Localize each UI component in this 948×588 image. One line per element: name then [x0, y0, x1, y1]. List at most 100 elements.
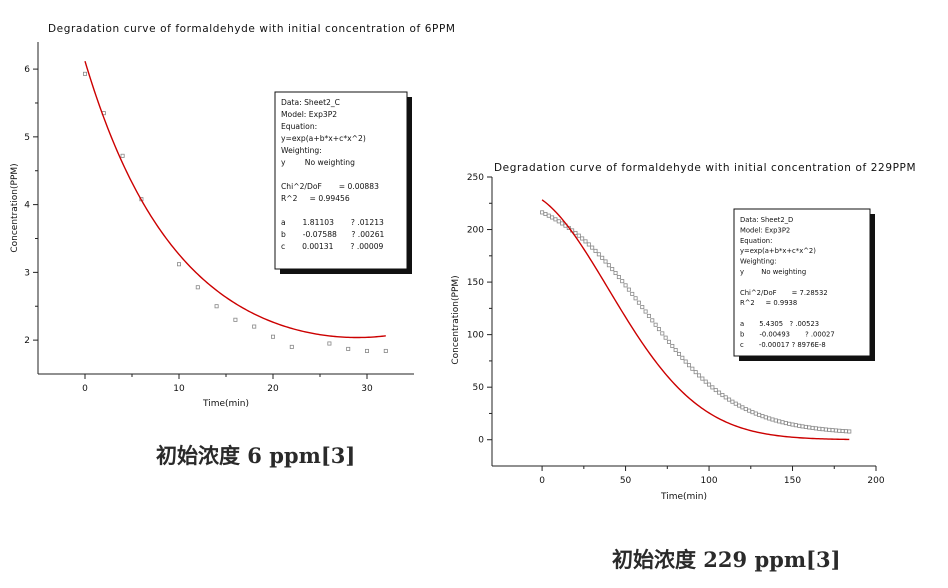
- fit-curve: [541, 199, 850, 441]
- data-point: [690, 366, 695, 371]
- data-point: [593, 248, 598, 253]
- data-point: [573, 230, 578, 235]
- data-point: [823, 427, 828, 432]
- data-point: [606, 263, 611, 268]
- stats-line: Chi^2/DoF = 7.28532: [740, 289, 828, 297]
- data-point: [576, 233, 581, 238]
- data-point: [556, 219, 561, 224]
- y-tick-label: 150: [467, 278, 484, 288]
- data-point: [586, 242, 591, 247]
- stats-line: y No weighting: [281, 158, 355, 167]
- data-point: [610, 267, 615, 272]
- stats-line: R^2 = 0.99456: [281, 194, 350, 203]
- data-point: [760, 414, 765, 419]
- x-tick-label: 0: [82, 384, 88, 394]
- data-point: [747, 408, 752, 413]
- chart-title: Degradation curve of formaldehyde with i…: [494, 162, 916, 174]
- data-point: [580, 236, 585, 241]
- data-point: [810, 425, 815, 430]
- data-point: [787, 421, 792, 426]
- stats-line: Chi^2/DoF = 0.00883: [281, 182, 379, 191]
- data-point: [270, 334, 275, 339]
- data-point: [553, 217, 558, 222]
- data-point: [676, 351, 681, 356]
- data-point: [847, 429, 852, 434]
- data-point: [83, 71, 88, 76]
- data-point: [763, 415, 768, 420]
- data-point: [713, 388, 718, 393]
- y-tick-label: 0: [478, 436, 484, 446]
- stats-line: a 1.81103 ? .01213: [281, 218, 384, 227]
- y-axis-label: Concentration(PPM): [10, 163, 20, 252]
- data-point: [643, 309, 648, 314]
- data-point: [663, 335, 668, 340]
- data-point: [560, 221, 565, 226]
- data-point: [830, 428, 835, 433]
- y-tick-label: 250: [467, 173, 484, 183]
- data-point: [327, 341, 332, 346]
- data-point: [600, 255, 605, 260]
- stats-line: y=exp(a+b*x+c*x^2): [740, 247, 816, 255]
- data-point: [590, 245, 595, 250]
- data-point: [837, 428, 842, 433]
- data-point: [790, 422, 795, 427]
- x-axis-label: Time(min): [202, 399, 249, 409]
- data-point: [767, 416, 772, 421]
- data-point: [723, 395, 728, 400]
- x-tick-label: 10: [173, 384, 185, 394]
- data-point: [793, 423, 798, 428]
- data-point: [733, 401, 738, 406]
- data-point: [680, 355, 685, 360]
- data-point: [346, 346, 351, 351]
- data-point: [687, 363, 692, 368]
- data-point: [777, 419, 782, 424]
- data-point: [797, 423, 802, 428]
- y-tick-label: 2: [24, 336, 30, 346]
- data-point: [750, 410, 755, 415]
- data-point: [720, 393, 725, 398]
- data-point: [833, 428, 838, 433]
- data-point: [820, 427, 825, 432]
- stats-line: Model: Exp3P2: [281, 110, 337, 119]
- data-point: [807, 425, 812, 430]
- chart-229ppm: Degradation curve of formaldehyde with i…: [451, 162, 916, 502]
- data-point: [616, 275, 621, 280]
- data-point: [252, 324, 257, 329]
- data-point: [770, 417, 775, 422]
- data-point: [656, 327, 661, 332]
- data-point: [717, 390, 722, 395]
- chart-6ppm: Degradation curve of formaldehyde with i…: [10, 23, 456, 409]
- x-tick-label: 0: [539, 476, 545, 486]
- fit-curve: [84, 60, 386, 339]
- data-point: [383, 348, 388, 353]
- data-point: [813, 426, 818, 431]
- stats-line: b -0.07588 ? .00261: [281, 230, 385, 239]
- x-tick-label: 20: [267, 384, 279, 394]
- data-point: [817, 426, 822, 431]
- stats-line: y No weighting: [740, 268, 806, 276]
- data-point: [543, 211, 548, 216]
- stats-line: y=exp(a+b*x+c*x^2): [281, 134, 366, 143]
- chart-title: Degradation curve of formaldehyde with i…: [48, 23, 456, 35]
- data-point: [757, 412, 762, 417]
- stats-line: R^2 = 0.9938: [740, 299, 797, 307]
- data-point: [710, 385, 715, 390]
- data-point: [780, 420, 785, 425]
- data-point: [176, 262, 181, 267]
- data-point: [626, 287, 631, 292]
- stats-line: Weighting:: [281, 146, 322, 155]
- data-point: [289, 344, 294, 349]
- data-point: [603, 259, 608, 264]
- data-point: [650, 318, 655, 323]
- y-tick-label: 5: [24, 133, 30, 143]
- data-point: [633, 296, 638, 301]
- data-point: [596, 252, 601, 257]
- data-point: [620, 279, 625, 284]
- data-point: [540, 210, 545, 215]
- data-point: [630, 291, 635, 296]
- data-point: [233, 317, 238, 322]
- stats-line: Equation:: [740, 237, 772, 245]
- stats-line: c 0.00131 ? .00009: [281, 242, 384, 251]
- data-point: [827, 427, 832, 432]
- data-point: [670, 343, 675, 348]
